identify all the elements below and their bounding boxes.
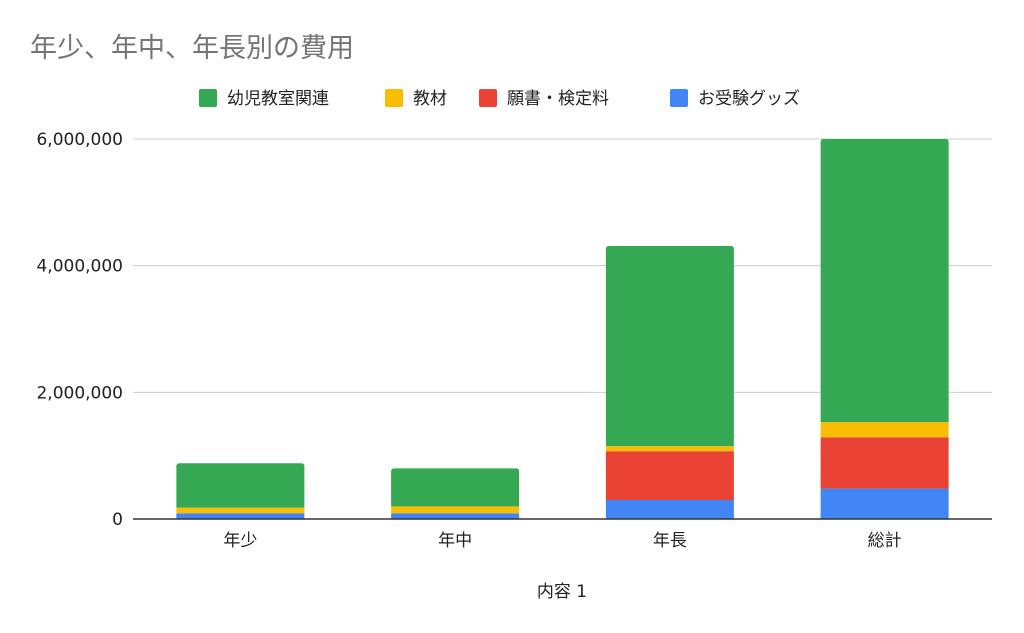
bar-segment <box>605 446 734 452</box>
x-tick-label: 年少 <box>223 531 257 551</box>
x-tick-label: 総計 <box>868 531 902 551</box>
bar-segment <box>820 488 949 519</box>
bar-segment <box>820 422 949 438</box>
bar-segment <box>391 468 520 507</box>
legend-label: 幼児教室関連 <box>227 89 329 109</box>
legend-swatch <box>199 89 217 107</box>
bar-segment <box>820 139 949 423</box>
y-tick-label: 4,000,000 <box>36 257 123 277</box>
y-tick-label: 0 <box>112 510 123 530</box>
bar-segment <box>391 513 520 519</box>
x-axis-title: 内容 1 <box>537 582 587 602</box>
x-tick-label: 年中 <box>438 531 472 551</box>
legend-label: お受験グッズ <box>698 89 800 109</box>
y-axis-ticks: 0 2,000,000 4,000,000 6,000,000 <box>36 130 123 530</box>
chart-title: 年少、年中、年長別の費用 <box>30 33 354 64</box>
bar-segment <box>176 463 305 508</box>
legend-swatch <box>479 89 497 107</box>
y-tick-label: 6,000,000 <box>36 130 123 150</box>
x-tick-label: 年長 <box>653 531 687 551</box>
bar-segment <box>820 437 949 489</box>
legend-label: 願書・検定料 <box>507 89 609 109</box>
x-axis-ticks: 年少 年中 年長 総計 <box>223 531 901 551</box>
bar-segment <box>605 451 734 500</box>
bars <box>176 139 949 519</box>
bar-segment <box>605 246 734 447</box>
legend-swatch <box>670 89 688 107</box>
legend-label: 教材 <box>413 89 447 109</box>
legend-swatch <box>385 89 403 107</box>
bar-segment <box>176 507 305 514</box>
bar-segment <box>176 513 305 519</box>
bar-segment <box>605 500 734 519</box>
chart-legend: 幼児教室関連 教材 願書・検定料 お受験グッズ <box>199 89 800 109</box>
bar-segment <box>391 506 520 514</box>
y-tick-label: 2,000,000 <box>36 383 123 403</box>
